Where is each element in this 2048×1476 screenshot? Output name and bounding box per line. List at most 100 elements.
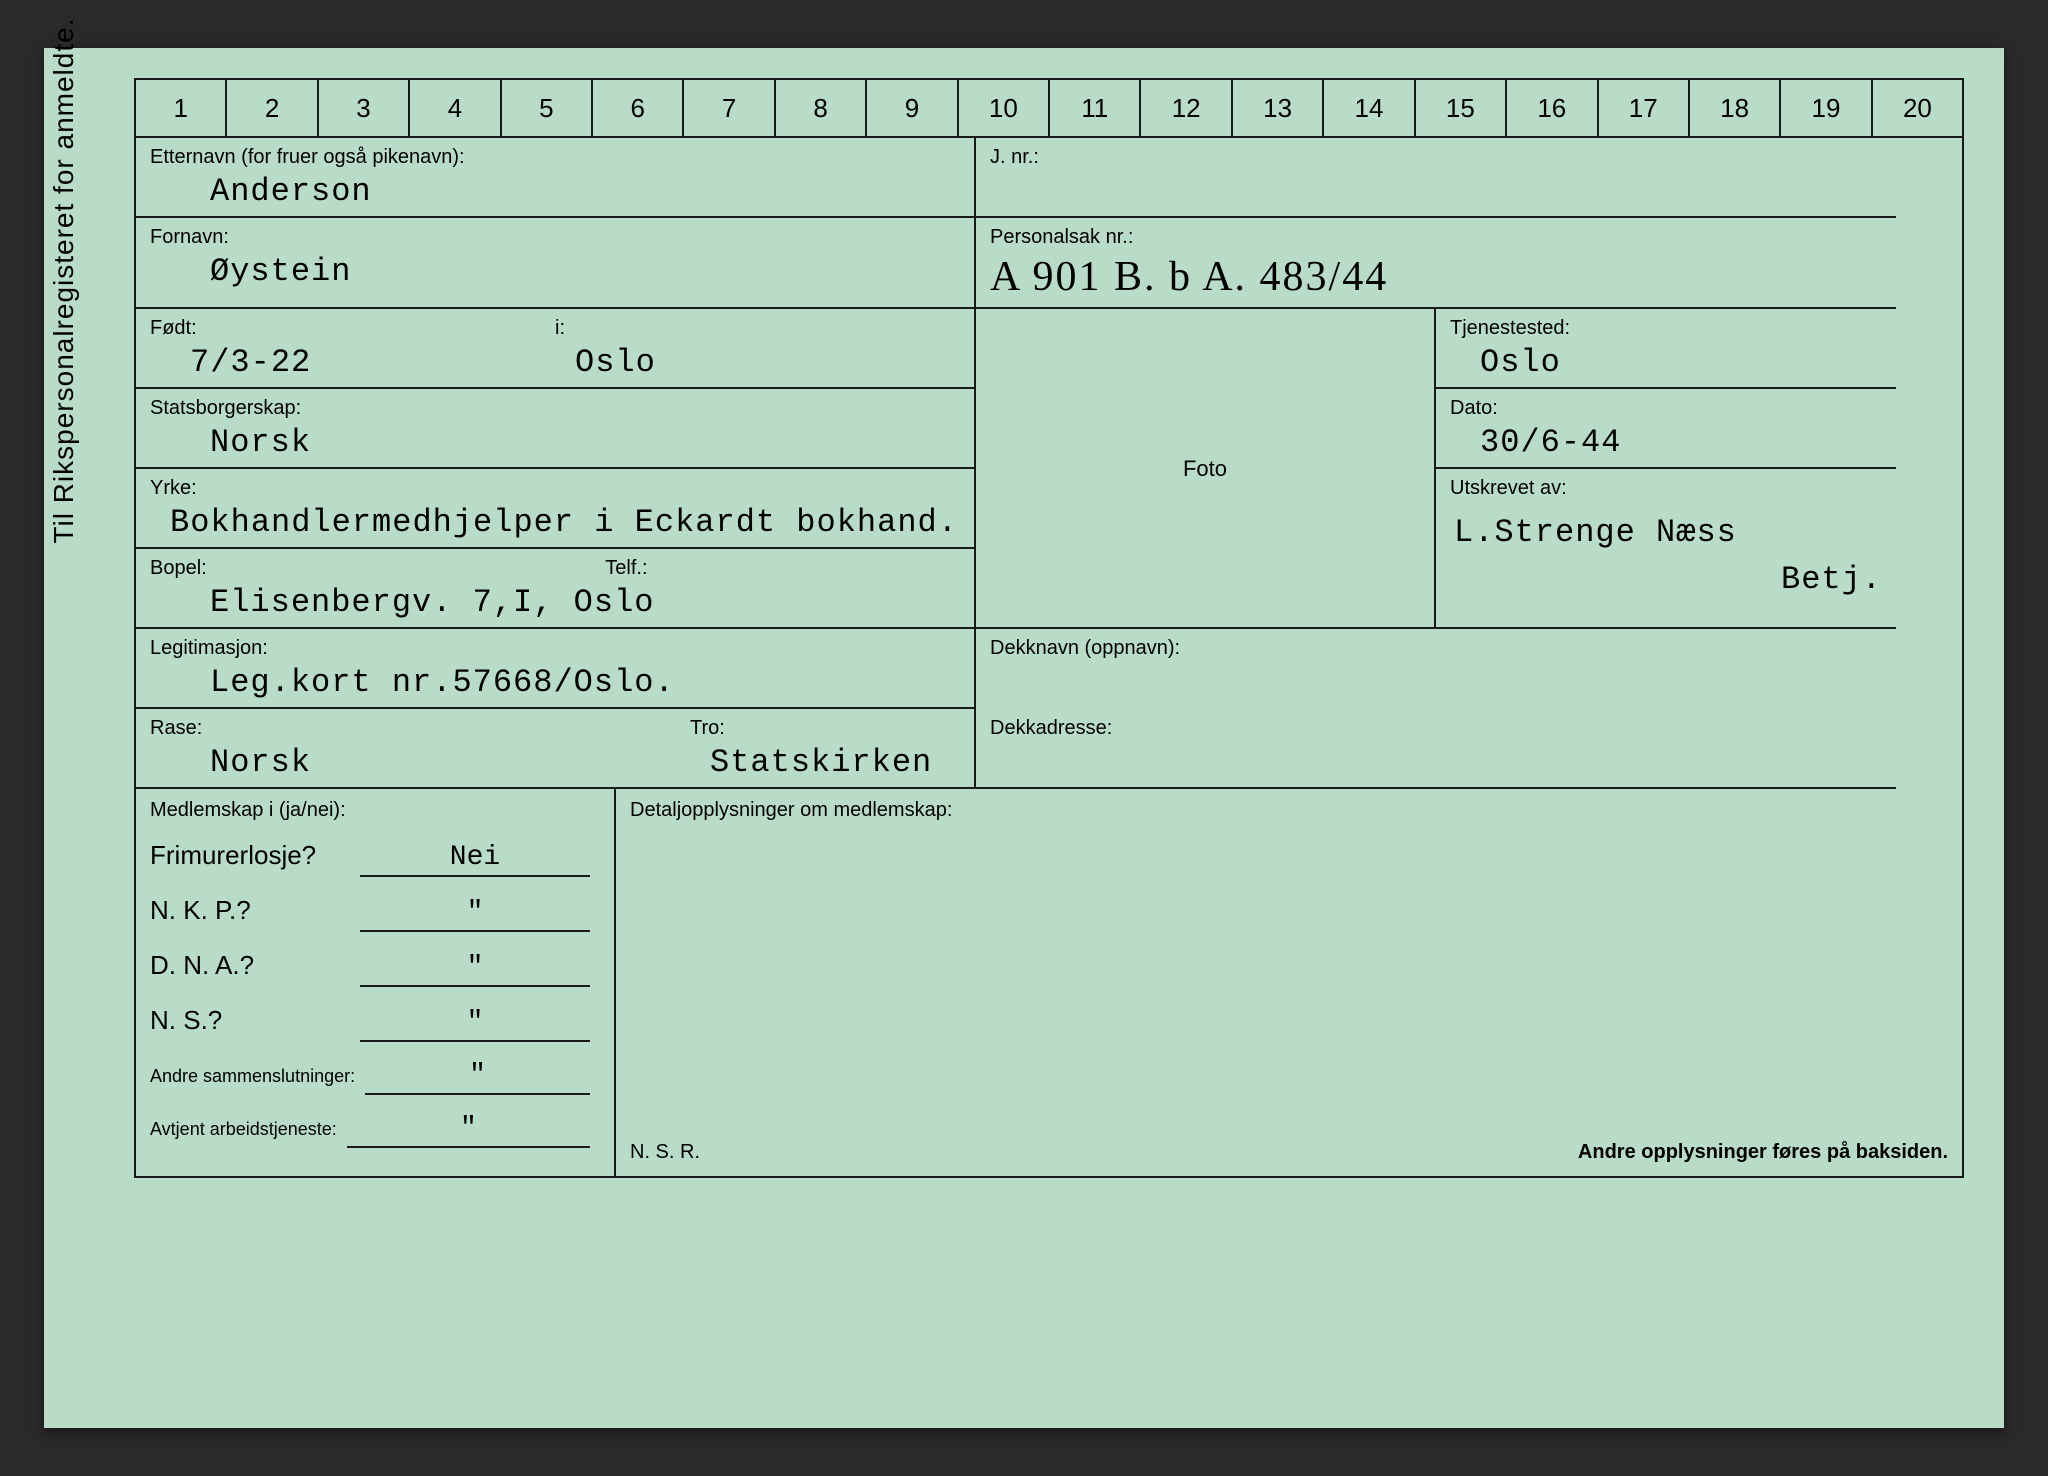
row-andre-samm: Andre sammenslutninger: " — [150, 1060, 600, 1095]
field-yrke: Yrke: Bokhandlermedhjelper i Eckardt bok… — [136, 469, 976, 549]
field-etternavn: Etternavn (for fruer også pikenavn): And… — [136, 138, 976, 218]
vertical-title: Til Rikspersonalregisteret for anmeldte. — [48, 18, 80, 544]
ruler-cell: 17 — [1599, 80, 1690, 136]
value-fodt-i: Oslo — [555, 344, 656, 381]
ruler-cell: 10 — [959, 80, 1050, 136]
field-dato: Dato: 30/6-44 — [1436, 389, 1896, 469]
bottom-section: Medlemskap i (ja/nei): Frimurerlosje? Ne… — [134, 789, 1964, 1178]
label-jnr: J. nr.: — [990, 146, 1882, 169]
value-yrke: Bokhandlermedhjelper i Eckardt bokhand. — [150, 504, 958, 541]
ruler-cell: 4 — [410, 80, 501, 136]
row-dna: D. N. A.? " — [150, 950, 600, 987]
label-dekknavn: Dekknavn (oppnavn): — [990, 637, 1882, 660]
label-yrke: Yrke: — [150, 477, 960, 500]
value-tro: Statskirken — [690, 744, 932, 781]
ruler-cell: 9 — [867, 80, 958, 136]
label-statsborgerskap: Statsborgerskap: — [150, 397, 960, 420]
ruler-cell: 7 — [684, 80, 775, 136]
value-jnr — [990, 173, 1050, 210]
field-dekknavn: Dekknavn (oppnavn): — [976, 629, 1896, 709]
value-dna: " — [360, 952, 590, 987]
field-tjenestested: Tjenestested: Oslo — [1436, 309, 1896, 389]
value-legitimasjon: Leg.kort nr.57668/Oslo. — [150, 664, 675, 701]
field-legitimasjon: Legitimasjon: Leg.kort nr.57668/Oslo. — [136, 629, 976, 709]
value-personalsak: A 901 B. b A. 483/44 — [990, 254, 1388, 300]
ruler-cell: 13 — [1233, 80, 1324, 136]
field-personalsak: Personalsak nr.: A 901 B. b A. 483/44 — [976, 218, 1896, 309]
row-ns: N. S.? " — [150, 1005, 600, 1042]
label-etternavn: Etternavn (for fruer også pikenavn): — [150, 146, 960, 169]
label-utskrevet: Utskrevet av: — [1450, 477, 1882, 500]
label-telf: Telf.: — [605, 557, 647, 580]
label-avtjent: Avtjent arbeidstjeneste: — [150, 1119, 337, 1140]
label-rase: Rase: — [150, 717, 662, 740]
label-ns: N. S.? — [150, 1005, 350, 1036]
label-dato: Dato: — [1450, 397, 1882, 420]
label-detalj: Detaljopplysninger om medlemskap: — [630, 799, 1948, 822]
label-dna: D. N. A.? — [150, 950, 350, 981]
ruler-cell: 18 — [1690, 80, 1781, 136]
field-jnr: J. nr.: — [976, 138, 1896, 218]
membership-column: Medlemskap i (ja/nei): Frimurerlosje? Ne… — [136, 789, 616, 1176]
value-ns: " — [360, 1007, 590, 1042]
label-nkp: N. K. P.? — [150, 895, 350, 926]
value-avtjent: " — [347, 1113, 590, 1148]
ruler-cell: 15 — [1416, 80, 1507, 136]
field-foto: Foto — [976, 309, 1436, 629]
registration-card: Til Rikspersonalregisteret for anmeldte.… — [44, 48, 2004, 1428]
field-utskrevet: Utskrevet av: L.Strenge Næss Betj. — [1436, 469, 1896, 629]
label-bopel: Bopel: — [150, 557, 960, 580]
row-frimurer: Frimurerlosje? Nei — [150, 840, 600, 877]
label-foto: Foto — [1183, 456, 1227, 482]
field-fodt: Født: 7/3-22 i: Oslo — [136, 309, 976, 389]
value-rase: Norsk — [150, 744, 311, 781]
label-personalsak: Personalsak nr.: — [990, 226, 1882, 249]
label-legitimasjon: Legitimasjon: — [150, 637, 960, 660]
value-utskrevet-1: L.Strenge Næss — [1450, 514, 1882, 551]
row-avtjent: Avtjent arbeidstjeneste: " — [150, 1113, 600, 1148]
value-andre-samm: " — [365, 1060, 590, 1095]
label-fodt-i: i: — [555, 317, 960, 340]
ruler-cell: 1 — [134, 80, 227, 136]
value-etternavn: Anderson — [150, 173, 372, 210]
ruler-cell: 6 — [593, 80, 684, 136]
label-tro: Tro: — [690, 717, 960, 740]
field-statsborgerskap: Statsborgerskap: Norsk — [136, 389, 976, 469]
row-nkp: N. K. P.? " — [150, 895, 600, 932]
field-rase: Rase: Norsk — [136, 709, 676, 789]
field-fornavn: Fornavn: Øystein — [136, 218, 976, 309]
label-nsr: N. S. R. — [630, 1141, 700, 1164]
ruler-row: 1 2 3 4 5 6 7 8 9 10 11 12 13 14 15 16 1… — [134, 78, 1964, 138]
label-dekkadresse: Dekkadresse: — [990, 717, 1882, 740]
ruler-cell: 20 — [1873, 80, 1964, 136]
ruler-cell: 3 — [319, 80, 410, 136]
value-nkp: " — [360, 897, 590, 932]
value-statsborgerskap: Norsk — [150, 424, 311, 461]
value-dato: 30/6-44 — [1450, 424, 1621, 461]
label-frimurer: Frimurerlosje? — [150, 840, 350, 871]
ruler-cell: 16 — [1507, 80, 1598, 136]
value-bopel: Elisenbergv. 7,I, Oslo — [150, 584, 654, 621]
value-tjenestested: Oslo — [1450, 344, 1561, 381]
ruler-cell: 19 — [1781, 80, 1872, 136]
ruler-cell: 14 — [1324, 80, 1415, 136]
ruler-cell: 11 — [1050, 80, 1141, 136]
value-utskrevet-2: Betj. — [1450, 561, 1882, 598]
ruler-cell: 2 — [227, 80, 318, 136]
ruler-cell: 8 — [776, 80, 867, 136]
value-fornavn: Øystein — [150, 253, 351, 290]
label-andre-samm: Andre sammenslutninger: — [150, 1066, 355, 1087]
value-frimurer: Nei — [360, 842, 590, 877]
label-tjenestested: Tjenestested: — [1450, 317, 1882, 340]
footer-note: Andre opplysninger føres på baksiden. — [1578, 1141, 1948, 1164]
field-dekkadresse: Dekkadresse: — [976, 709, 1896, 789]
field-tro: Tro: Statskirken — [676, 709, 976, 789]
main-form-grid: Etternavn (for fruer også pikenavn): And… — [134, 138, 1964, 789]
value-fodt: 7/3-22 — [150, 344, 311, 381]
detail-column: Detaljopplysninger om medlemskap: N. S. … — [616, 789, 1962, 1176]
label-fornavn: Fornavn: — [150, 226, 960, 249]
field-bopel: Bopel: Telf.: Elisenbergv. 7,I, Oslo — [136, 549, 976, 629]
ruler-cell: 12 — [1141, 80, 1232, 136]
ruler-cell: 5 — [502, 80, 593, 136]
label-fodt: Født: — [150, 317, 555, 340]
